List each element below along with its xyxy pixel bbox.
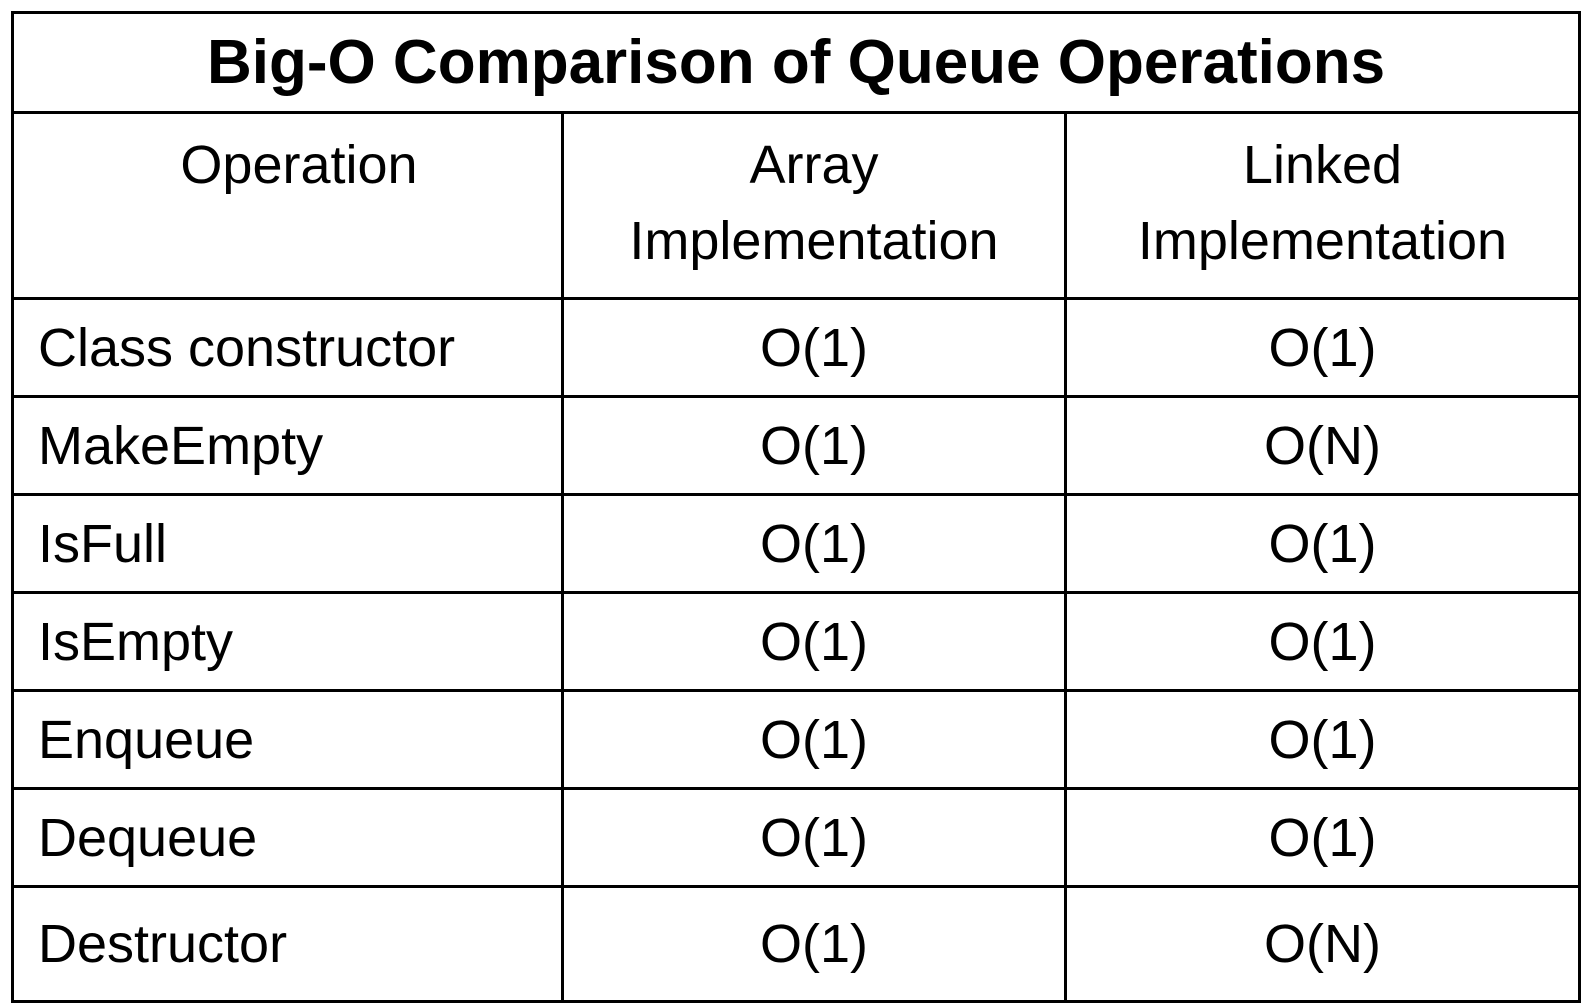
operation-cell: MakeEmpty (11, 395, 564, 496)
linked-complexity-cell: O(N) (1064, 395, 1581, 496)
linked-complexity-value: O(1) (1268, 513, 1377, 574)
linked-complexity-value: O(1) (1268, 611, 1377, 672)
linked-complexity-cell: O(1) (1064, 493, 1581, 594)
linked-complexity-wrap: O(N) (1240, 913, 1425, 975)
linked-complexity-wrap: O(1) (1269, 709, 1377, 771)
table-row: MakeEmpty O(1) O(N) (11, 395, 1581, 496)
linked-complexity-wrap: O(1) (1269, 807, 1377, 869)
linked-complexity-cell: O(1) (1064, 787, 1581, 888)
linked-complexity-cell: O(N) (1064, 885, 1581, 1003)
header-row: Operation Array Implementation Linked Im… (11, 111, 1581, 300)
big-o-comparison-table: Big-O Comparison of Queue Operations Ope… (11, 11, 1581, 1003)
operation-cell: IsFull (11, 493, 564, 594)
column-header-linked-implementation: Linked Implementation (1064, 111, 1581, 300)
linked-complexity-wrap: O(N) (1240, 415, 1425, 477)
column-header-operation: Operation (11, 111, 564, 300)
operation-cell: Class constructor (11, 297, 564, 398)
table-row: Destructor O(1) O(N) (11, 885, 1581, 1003)
array-complexity-cell: O(1) (561, 689, 1067, 790)
operation-cell: Dequeue (11, 787, 564, 888)
array-complexity-cell: O(1) (561, 395, 1067, 496)
column-header-array-implementation: Array Implementation (561, 111, 1067, 300)
linked-complexity-cell: O(1) (1064, 689, 1581, 790)
array-complexity-cell: O(1) (561, 297, 1067, 398)
array-complexity-cell: O(1) (561, 493, 1067, 594)
linked-complexity-wrap: O(1) (1269, 317, 1377, 379)
array-complexity-cell: O(1) (561, 885, 1067, 1003)
linked-complexity-cell: O(1) (1064, 591, 1581, 692)
linked-complexity-value: O(N) (1264, 914, 1381, 974)
operation-cell: IsEmpty (11, 591, 564, 692)
array-complexity-cell: O(1) (561, 787, 1067, 888)
linked-complexity-value: O(1) (1268, 807, 1377, 868)
array-complexity-cell: O(1) (561, 591, 1067, 692)
linked-complexity-value: O(1) (1268, 317, 1377, 378)
linked-complexity-value: O(N) (1264, 415, 1381, 476)
linked-complexity-cell: O(1) (1064, 297, 1581, 398)
linked-complexity-wrap: O(1) (1269, 611, 1377, 673)
linked-complexity-value: O(1) (1268, 709, 1377, 770)
operation-cell: Destructor (11, 885, 564, 1003)
operation-cell: Enqueue (11, 689, 564, 790)
table-row: Class constructor O(1) O(1) (11, 297, 1581, 398)
slide-content: Big-O Comparison of Queue Operations Ope… (11, 11, 1581, 1003)
table-row: Enqueue O(1) O(1) (11, 689, 1581, 790)
table-title: Big-O Comparison of Queue Operations (11, 11, 1581, 114)
table-row: IsFull O(1) O(1) (11, 493, 1581, 594)
title-row: Big-O Comparison of Queue Operations (11, 11, 1581, 114)
table-row: Dequeue O(1) O(1) (11, 787, 1581, 888)
linked-complexity-wrap: O(1) (1269, 513, 1377, 575)
table-row: IsEmpty O(1) O(1) (11, 591, 1581, 692)
